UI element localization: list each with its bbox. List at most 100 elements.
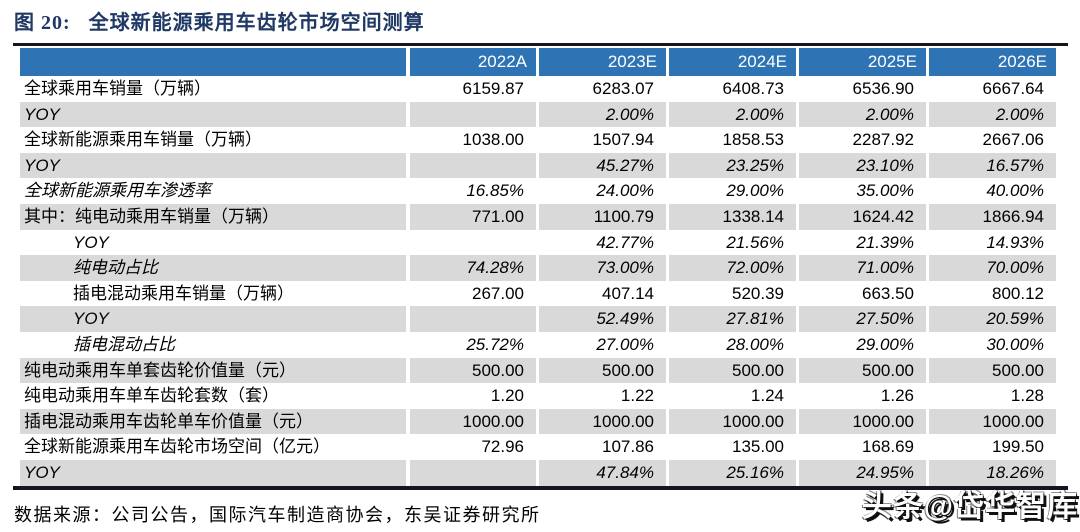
cell-value: 47.84% [536, 459, 666, 486]
cell-value: 2287.92 [796, 127, 926, 153]
row-label: 插电混动占比 [73, 334, 175, 354]
cell-value: 70.00% [926, 255, 1056, 281]
cell-value: 500.00 [536, 357, 666, 384]
cell-value: 407.14 [536, 280, 666, 307]
cell-value: 1624.42 [796, 203, 926, 230]
cell-value: 1000.00 [406, 408, 536, 435]
bottom-rule-divider [13, 486, 1068, 490]
cell-value: 500.00 [926, 357, 1056, 384]
cell-value: 1000.00 [926, 408, 1056, 435]
cell-value: 73.00% [536, 255, 666, 281]
cell-value: 1.22 [536, 383, 666, 409]
table-row: 纯电动乘用车单套齿轮价值量（元） 500.00 500.00 500.00 500.00… [20, 357, 1056, 384]
cell-value: 25.72% [406, 331, 536, 358]
table-row: YOY 52.49% 27.81% 27.50% 20.59% [20, 306, 1056, 332]
cell-value: 29.00% [666, 178, 796, 204]
cell-value: 107.86 [536, 434, 666, 460]
cell-value: 23.10% [796, 152, 926, 179]
market-space-table: 2022A 2023E 2024E 2025E 2026E 全球乘用车销量（万辆… [20, 48, 1056, 486]
table-row: 纯电动乘用车单车齿轮套数（套） 1.20 1.22 1.24 1.26 1.28 [20, 383, 1056, 409]
cell-value: 25.16% [666, 459, 796, 486]
cell-value: 267.00 [406, 280, 536, 307]
table-row: 全球新能源乘用车渗透率 16.85% 24.00% 29.00% 35.00% 40.00… [20, 178, 1056, 204]
cell-value: 2.00% [926, 101, 1056, 128]
cell-value [406, 152, 536, 179]
cell-value: 18.26% [926, 459, 1056, 486]
row-label: YOY [24, 104, 60, 124]
cell-value: 1338.14 [666, 203, 796, 230]
table-row: YOY 2.00% 2.00% 2.00% 2.00% [20, 101, 1056, 128]
cell-value: 520.39 [666, 280, 796, 307]
table-row: 插电混动乘用车齿轮单车价值量（元） 1000.00 1000.00 1000.00 10… [20, 408, 1056, 435]
cell-value: 20.59% [926, 306, 1056, 332]
cell-value: 27.81% [666, 306, 796, 332]
cell-value: 24.95% [796, 459, 926, 486]
row-label: 全球新能源乘用车销量（万辆） [24, 130, 262, 150]
cell-value: 1.26 [796, 383, 926, 409]
cell-value: 1.20 [406, 383, 536, 409]
cell-value: 16.85% [406, 178, 536, 204]
row-label: YOY [24, 462, 60, 482]
cell-value: 6408.73 [666, 76, 796, 102]
cell-value [406, 229, 536, 256]
cell-value: 500.00 [666, 357, 796, 384]
table-row: 纯电动占比 74.28% 73.00% 72.00% 71.00% 70.00% [20, 255, 1056, 281]
cell-value: 74.28% [406, 255, 536, 281]
column-header-2022A: 2022A [406, 48, 536, 76]
table-row: YOY 45.27% 23.25% 23.10% 16.57% [20, 152, 1056, 179]
cell-value [406, 101, 536, 128]
cell-value: 6536.90 [796, 76, 926, 102]
row-label: YOY [73, 232, 109, 252]
data-source-note: 数据来源：公司公告，国际汽车制造商协会，东吴证券研究所 [14, 505, 541, 525]
cell-value: 663.50 [796, 280, 926, 307]
row-label: 插电混动乘用车齿轮单车价值量（元） [24, 411, 313, 431]
column-header-2025E: 2025E [796, 48, 926, 76]
cell-value [406, 459, 536, 486]
cell-value: 29.00% [796, 331, 926, 358]
table-row: 全球新能源乘用车齿轮市场空间（亿元） 72.96 107.86 135.00 168.6… [20, 434, 1056, 460]
row-label: 全球新能源乘用车渗透率 [24, 181, 211, 201]
cell-value: 28.00% [666, 331, 796, 358]
cell-value: 771.00 [406, 203, 536, 230]
cell-value: 135.00 [666, 434, 796, 460]
cell-value: 42.77% [536, 229, 666, 256]
cell-value: 168.69 [796, 434, 926, 460]
top-rule-divider [13, 43, 1068, 46]
cell-value: 23.25% [666, 152, 796, 179]
cell-value [406, 306, 536, 332]
cell-value: 1000.00 [536, 408, 666, 435]
cell-value: 2667.06 [926, 127, 1056, 153]
cell-value: 6159.87 [406, 76, 536, 102]
table-row: 其中：纯电动乘用车销量（万辆） 771.00 1100.79 1338.14 1624.… [20, 203, 1056, 230]
cell-value: 1100.79 [536, 203, 666, 230]
row-label: YOY [24, 155, 60, 175]
cell-value: 1000.00 [796, 408, 926, 435]
cell-value: 27.00% [536, 331, 666, 358]
column-header-2023E: 2023E [536, 48, 666, 76]
column-header-2026E: 2026E [926, 48, 1056, 76]
cell-value: 21.56% [666, 229, 796, 256]
figure-number-label: 图 20: [14, 12, 71, 34]
cell-value: 72.00% [666, 255, 796, 281]
cell-value: 1858.53 [666, 127, 796, 153]
row-label: 纯电动乘用车单车齿轮套数（套） [24, 386, 279, 406]
table-row: YOY 47.84% 25.16% 24.95% 18.26% [20, 459, 1056, 486]
cell-value: 1.24 [666, 383, 796, 409]
cell-value: 6667.64 [926, 76, 1056, 102]
cell-value: 30.00% [926, 331, 1056, 358]
cell-value: 6283.07 [536, 76, 666, 102]
cell-value: 72.96 [406, 434, 536, 460]
cell-value: 40.00% [926, 178, 1056, 204]
cell-value: 21.39% [796, 229, 926, 256]
cell-value: 199.50 [926, 434, 1056, 460]
table-row: 全球乘用车销量（万辆） 6159.87 6283.07 6408.73 6536.90 6… [20, 76, 1056, 102]
cell-value: 1038.00 [406, 127, 536, 153]
cell-value: 35.00% [796, 178, 926, 204]
cell-value: 1.28 [926, 383, 1056, 409]
cell-value: 1866.94 [926, 203, 1056, 230]
table-header-row: 2022A 2023E 2024E 2025E 2026E [20, 48, 1056, 76]
figure-title-text: 全球新能源乘用车齿轮市场空间测算 [88, 12, 425, 34]
table-row: 插电混动乘用车销量（万辆） 267.00 407.14 520.39 663.50 800… [20, 280, 1056, 307]
watermark: 头条@岱华智库 [861, 490, 1078, 523]
